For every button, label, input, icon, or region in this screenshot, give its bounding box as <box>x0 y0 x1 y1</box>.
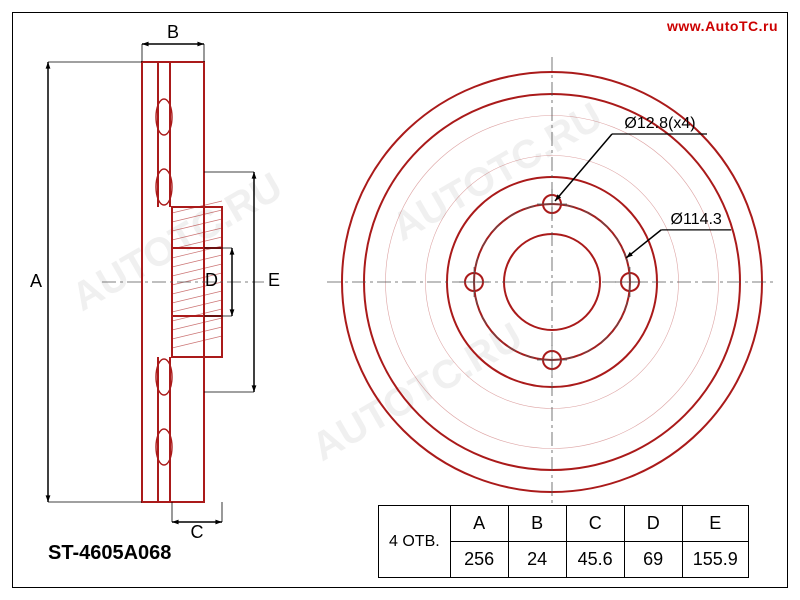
dim-val-C: 45.6 <box>566 542 624 578</box>
dim-val-D: 69 <box>624 542 682 578</box>
svg-text:Ø12.8(x4): Ø12.8(x4) <box>624 115 695 132</box>
dim-col-E: E <box>682 506 748 542</box>
svg-text:D: D <box>205 270 218 290</box>
dim-row-label: 4 ОТВ. <box>379 506 451 578</box>
dim-val-E: 155.9 <box>682 542 748 578</box>
dim-col-A: A <box>450 506 508 542</box>
svg-text:Ø114.3: Ø114.3 <box>671 211 722 228</box>
svg-text:B: B <box>167 22 179 42</box>
watermark-url: www.AutoTC.ru <box>667 18 778 34</box>
dim-col-C: C <box>566 506 624 542</box>
dim-val-A: 256 <box>450 542 508 578</box>
dim-col-D: D <box>624 506 682 542</box>
svg-text:A: A <box>30 271 42 291</box>
dim-col-B: B <box>508 506 566 542</box>
drawing-svg: ABCED Ø12.8(x4)Ø114.3 <box>12 12 788 588</box>
part-number: ST-4605A068 <box>48 542 171 565</box>
dimension-table: 4 ОТВ.ABCDE 2562445.669155.9 <box>378 505 749 578</box>
svg-text:E: E <box>268 270 280 290</box>
dim-val-B: 24 <box>508 542 566 578</box>
svg-text:C: C <box>191 522 204 542</box>
